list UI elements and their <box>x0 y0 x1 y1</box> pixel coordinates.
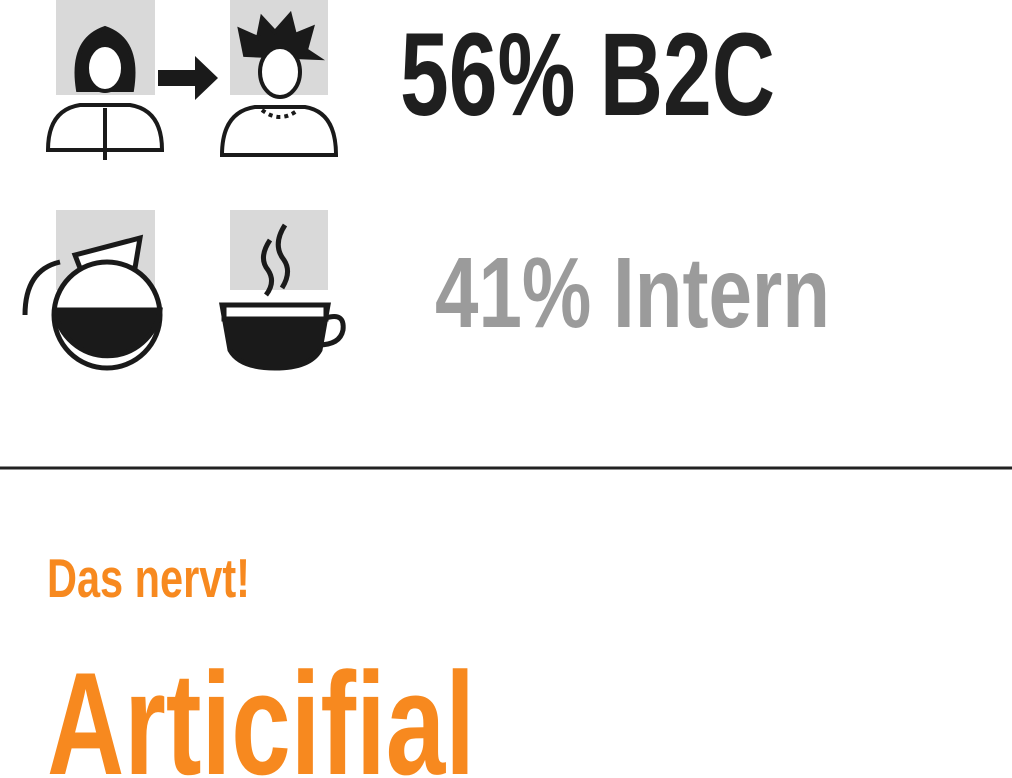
coffee-pot-icon <box>22 234 163 371</box>
b2c-icons <box>45 0 339 160</box>
woman-icon <box>45 25 165 160</box>
stat-b2c: 56% B2C <box>400 9 775 141</box>
intern-icons <box>22 210 346 371</box>
stat-intern: 41% Intern <box>435 237 830 349</box>
kicker: Das nervt! <box>47 547 250 609</box>
heading: Articifial <box>47 642 475 778</box>
arrow-icon <box>158 56 218 100</box>
coffee-cup-icon <box>219 223 346 371</box>
man-icon <box>219 10 339 157</box>
